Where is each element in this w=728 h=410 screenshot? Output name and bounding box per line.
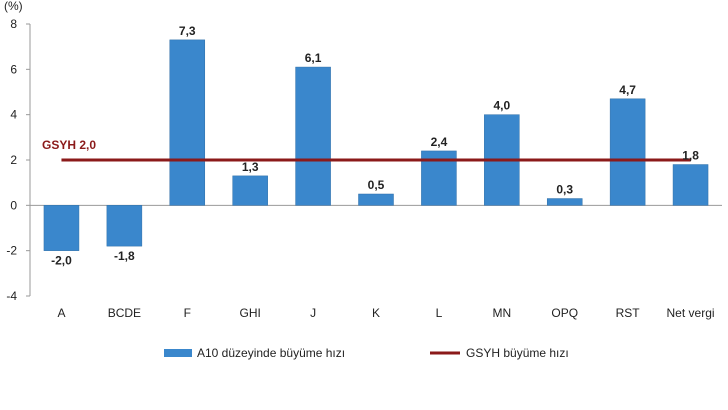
legend: A10 düzeyinde büyüme hızı GSYH büyüme hı…	[164, 346, 569, 360]
x-category-label: OPQ	[551, 306, 578, 320]
data-label: -1,8	[114, 249, 135, 263]
y-tick-label: 0	[10, 198, 17, 212]
x-category-label: J	[310, 306, 316, 320]
bar	[672, 164, 709, 206]
x-category-label: Net vergi	[667, 306, 715, 320]
bar	[546, 198, 583, 206]
x-category-label: GHI	[240, 306, 261, 320]
y-tick-label: 4	[10, 108, 17, 122]
legend-bar-label: A10 düzeyinde büyüme hızı	[197, 346, 345, 360]
data-label: 6,1	[305, 51, 322, 65]
y-axis-ticks: -4 -2 0 2 4 6 8	[6, 17, 30, 303]
data-label: 4,0	[493, 99, 510, 113]
x-category-label: MN	[492, 306, 511, 320]
bar	[232, 175, 268, 206]
gsyh-reference-label: GSYH 2,0	[42, 138, 96, 152]
bar	[169, 39, 206, 206]
x-category-label: BCDE	[108, 306, 141, 320]
bars	[43, 39, 709, 251]
x-axis-categories: A BCDE F GHI J K L MN OPQ RST Net vergi	[57, 306, 714, 320]
y-axis-unit: (%)	[4, 0, 23, 13]
x-category-label: F	[184, 306, 191, 320]
x-category-label: K	[372, 306, 380, 320]
legend-bar-swatch	[164, 349, 192, 357]
x-category-label: RST	[616, 306, 641, 320]
data-label: 1,3	[242, 160, 259, 174]
data-label: 7,3	[179, 24, 196, 38]
bar	[358, 193, 394, 206]
bar	[609, 98, 646, 206]
bar	[43, 205, 80, 251]
y-tick-label: -4	[6, 289, 17, 303]
x-category-label: A	[57, 306, 65, 320]
y-tick-label: 2	[10, 153, 17, 167]
data-labels: -2,0 -1,8 7,3 1,3 6,1 0,5 2,4 4,0 0,3 4,7 1,8	[51, 24, 699, 268]
data-label: 0,3	[556, 183, 573, 197]
y-tick-label: 8	[10, 17, 17, 31]
y-tick-label: -2	[6, 244, 17, 258]
x-category-label: L	[436, 306, 443, 320]
data-label: 0,5	[368, 178, 385, 192]
data-label: 2,4	[431, 135, 448, 149]
legend-line-label: GSYH büyüme hızı	[466, 346, 569, 360]
bar	[295, 66, 331, 206]
data-label: 1,8	[682, 149, 699, 163]
y-tick-label: 6	[10, 62, 17, 76]
data-label: -2,0	[51, 254, 72, 268]
bar	[106, 205, 143, 247]
data-label: 4,7	[619, 83, 636, 97]
